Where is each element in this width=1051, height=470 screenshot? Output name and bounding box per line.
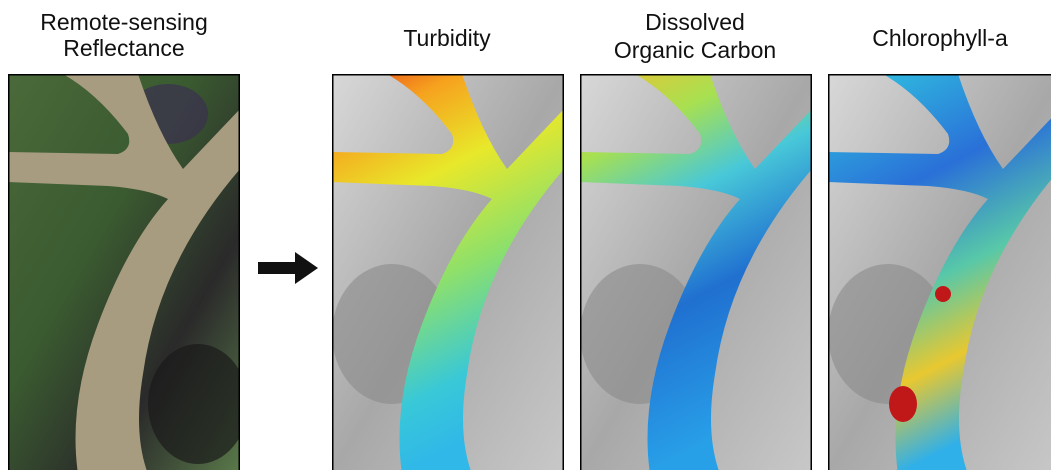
doc-panel bbox=[580, 74, 812, 470]
panel-title: Chlorophyll-a bbox=[872, 25, 1008, 51]
turbidity-panel bbox=[332, 74, 564, 470]
titles: Remote-sensing Reflectance Turbidity Dis… bbox=[40, 9, 1008, 63]
panel-title: Reflectance bbox=[63, 35, 184, 61]
arrow bbox=[258, 252, 318, 284]
rgb-panel bbox=[8, 74, 248, 470]
chlorophyll-panel bbox=[828, 74, 1051, 470]
panel-title: Turbidity bbox=[403, 25, 491, 51]
figure: Remote-sensing Reflectance Turbidity Dis… bbox=[0, 0, 1051, 470]
panel-title: Dissolved bbox=[645, 9, 745, 35]
panel-title: Remote-sensing bbox=[40, 9, 207, 35]
panel-title: Organic Carbon bbox=[614, 37, 776, 63]
